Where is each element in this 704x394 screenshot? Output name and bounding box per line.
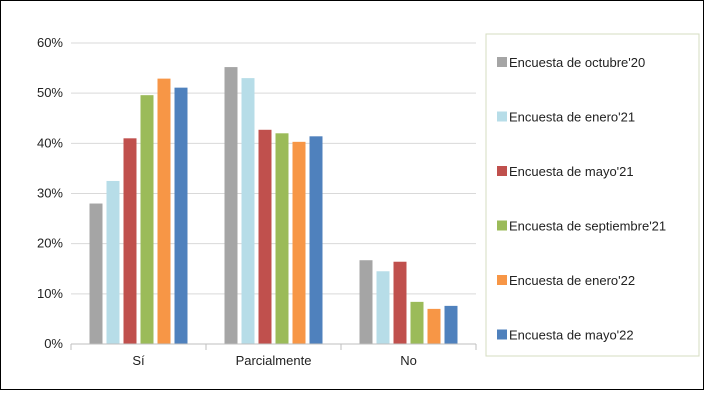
bar [106,180,120,344]
legend-swatch [497,220,507,231]
y-tick-label: 20% [37,236,63,251]
y-tick-label: 50% [37,85,63,100]
legend-swatch [497,166,507,176]
bar [359,260,373,344]
legend-label: Encuesta de mayo'21 [509,164,634,179]
bar [140,95,154,344]
y-tick-label: 0% [44,336,63,351]
legend-swatch [497,275,507,285]
x-tick-label: Parcialmente [236,353,312,368]
legend-label: Encuesta de octubre'20 [509,55,645,70]
x-tick-label: No [400,353,417,368]
legend-label: Encuesta de mayo'22 [509,328,634,343]
bar [376,271,390,344]
y-tick-label: 60% [37,35,63,50]
y-tick-label: 10% [37,286,63,301]
legend-swatch [497,329,507,340]
bar [292,141,306,344]
bar [393,261,407,344]
bar [410,301,424,344]
bar [174,87,188,345]
bar [275,133,289,344]
x-tick-label: Sí [132,353,145,368]
legend-swatch [497,57,507,67]
bar [241,78,255,344]
bar [89,203,103,344]
legend-label: Encuesta de septiembre'21 [509,219,666,234]
bar [258,129,272,344]
legend-label: Encuesta de enero'21 [509,110,635,125]
bar [123,138,137,344]
bar [427,308,441,344]
bar [309,136,323,344]
y-tick-label: 30% [37,186,63,201]
bar [444,305,458,344]
bar [224,67,238,344]
y-tick-label: 40% [37,135,63,150]
bar [157,78,171,344]
legend-box [485,33,700,357]
legend-swatch [497,111,507,122]
legend-label: Encuesta de enero'22 [509,273,635,288]
